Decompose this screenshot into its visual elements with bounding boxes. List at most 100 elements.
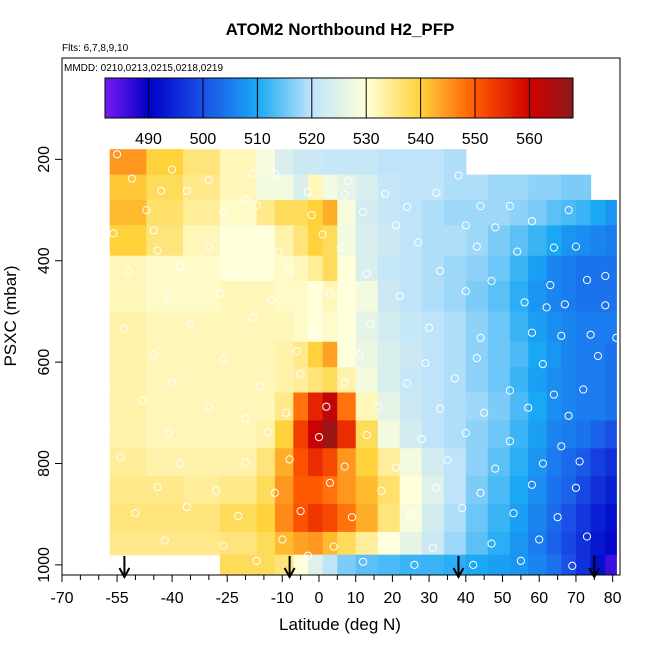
sample-point — [307, 328, 316, 337]
heatmap-cell — [183, 392, 221, 421]
sample-point — [358, 557, 368, 566]
heatmap-cell — [308, 174, 324, 201]
colorbar-segment — [239, 78, 243, 118]
colorbar-segment — [435, 78, 439, 118]
heatmap-cell — [509, 199, 529, 226]
sample-point — [406, 510, 415, 519]
heatmap-cell — [337, 341, 357, 368]
heatmap-cell — [575, 199, 592, 226]
colorbar-segment — [470, 78, 475, 118]
colorbar-segment — [441, 78, 445, 118]
heatmap-cell — [293, 476, 309, 505]
sample-point — [182, 503, 191, 512]
sample-point — [296, 370, 305, 379]
sample-point — [94, 298, 103, 307]
heatmap-cell — [443, 448, 467, 477]
heatmap-cell — [399, 174, 423, 201]
heatmap-cell — [561, 420, 577, 449]
heatmap-cell — [322, 554, 338, 575]
colorbar-segment — [397, 78, 401, 118]
heatmap-cell — [465, 281, 489, 312]
sample-point — [336, 243, 346, 252]
sample-point — [425, 323, 434, 332]
heatmap-cell — [528, 392, 548, 421]
sample-points — [83, 150, 620, 571]
sample-point — [329, 542, 338, 551]
sample-point — [582, 275, 592, 285]
heatmap-cell — [293, 149, 309, 176]
sample-point — [476, 488, 485, 497]
heatmap-cell — [146, 476, 184, 505]
heatmap-cell — [146, 311, 184, 343]
heatmap-cell — [256, 367, 276, 394]
heatmap-cell — [274, 504, 294, 533]
heatmap-cell — [219, 531, 258, 556]
heatmap-cell — [561, 311, 577, 343]
sample-point — [149, 226, 158, 235]
heatmap-cell — [575, 367, 592, 394]
heatmap-cell — [146, 255, 184, 282]
heatmap-cell — [465, 448, 489, 477]
colorbar-segment — [526, 78, 530, 118]
colorbar-tick-label: 500 — [190, 131, 217, 148]
heatmap-cell — [399, 476, 423, 505]
heatmap-cell — [546, 174, 562, 201]
y-axis-label: PSXC (mbar) — [1, 265, 20, 366]
y-tick-label: 400 — [36, 247, 53, 274]
heatmap-cell — [109, 504, 147, 533]
colorbar-segment — [260, 78, 264, 118]
heatmap-cell — [421, 476, 445, 505]
heatmap-cell — [590, 392, 606, 421]
heatmap-cell — [465, 255, 489, 282]
sample-point — [546, 281, 555, 290]
colorbar-tick-label: 550 — [462, 131, 489, 148]
heatmap-cell — [561, 255, 577, 282]
colorbar-segment — [379, 78, 384, 118]
colorbar-segment — [262, 78, 267, 118]
heatmap-cell — [377, 504, 401, 533]
sample-point — [131, 509, 140, 518]
heatmap-cell — [528, 531, 548, 556]
heatmap-cell — [528, 420, 548, 449]
heatmap-cell — [509, 504, 529, 533]
sample-point — [153, 482, 162, 491]
colorbar-segment — [286, 78, 290, 118]
sample-point — [347, 513, 357, 522]
heatmap-cell — [293, 392, 309, 421]
x-tick-label: -70 — [50, 590, 73, 607]
heatmap-cell — [561, 504, 577, 533]
heatmap-cell — [590, 225, 606, 257]
heatmap-cell — [377, 448, 401, 477]
sample-point — [395, 292, 404, 301]
x-tick-label: 50 — [494, 590, 512, 607]
x-tick-label: 10 — [347, 590, 365, 607]
heatmap-cell — [590, 341, 606, 368]
sample-point — [270, 488, 279, 497]
sample-point — [285, 265, 294, 274]
colorbar-segment — [458, 78, 463, 118]
sample-point — [175, 262, 184, 271]
sample-point — [303, 187, 313, 196]
sample-point — [414, 238, 423, 247]
heatmap-cell — [308, 311, 324, 343]
heatmap-cell — [377, 531, 401, 556]
colorbar-segment — [321, 78, 325, 118]
colorbar-segment — [268, 78, 273, 118]
colorbar-segment — [183, 78, 188, 118]
colorbar-segment — [353, 78, 358, 118]
sample-point — [392, 221, 401, 230]
heatmap-cell — [546, 255, 562, 282]
heatmap-cell — [605, 476, 617, 505]
colorbar-segment — [107, 78, 112, 118]
heatmap-cell — [322, 448, 338, 477]
heatmap-cell — [590, 367, 606, 394]
sample-point — [274, 248, 283, 257]
colorbar-segment — [298, 78, 302, 118]
sample-point — [142, 206, 151, 215]
heatmap-cell — [421, 199, 445, 226]
heatmap-cell — [443, 341, 467, 368]
colorbar-segment — [400, 78, 404, 118]
sample-point — [292, 346, 301, 356]
colorbar-segment — [347, 78, 352, 118]
